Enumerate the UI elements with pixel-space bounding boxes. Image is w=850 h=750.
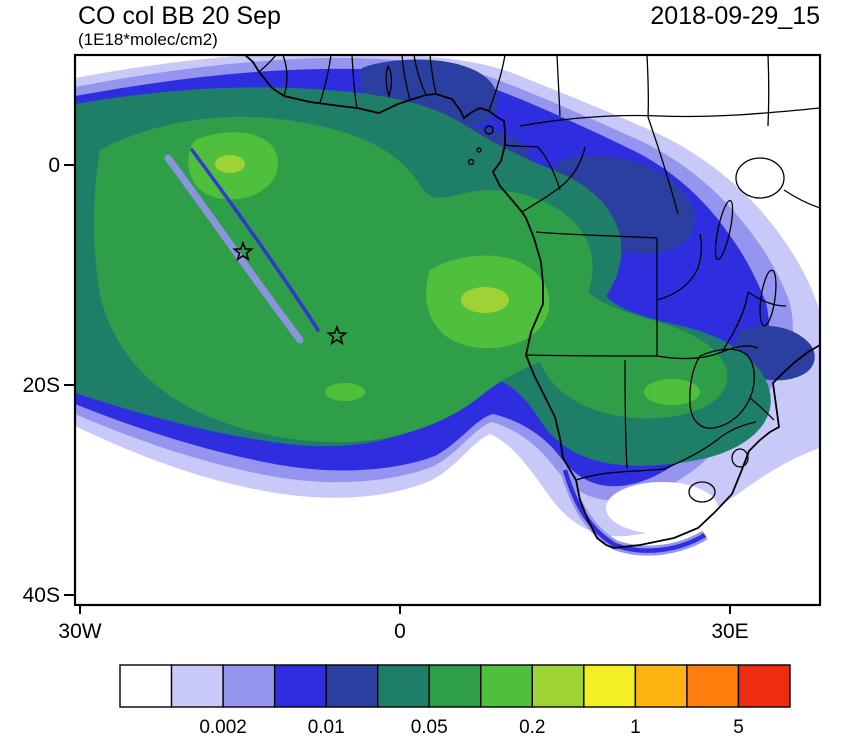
plume-streaks [164,148,320,344]
colorbar-cell [480,664,534,708]
colorbar-cell [119,664,173,708]
colorbar-cell [325,664,379,708]
map-field [75,55,820,605]
colorbar-cell [583,664,637,708]
colorbar-label: 1 [630,717,641,738]
africa-coastline [244,55,820,549]
colorbar-cell [634,664,688,708]
colorbar-cell [273,664,327,708]
y-tick-label-40S: 40S [23,584,60,607]
colorbar-cell [737,664,791,708]
colorbar: 0.002 0.01 0.05 0.2 1 5 [119,664,791,738]
country-borders [258,55,820,481]
units-label: (1E18*molec/cm2) [78,30,218,49]
colorbar-label: 0.002 [199,717,247,738]
colorbar-labels: 0.002 0.01 0.05 0.2 1 5 [199,717,743,738]
x-tick-label-30E: 30E [711,620,748,643]
contour-level-05 [215,155,509,313]
colorbar-cell [531,664,585,708]
x-tick-label-30W: 30W [58,620,101,643]
timestamp-label: 2018-09-29_15 [650,2,820,30]
plot-title: CO col BB 20 Sep [78,2,281,30]
y-tick-label-20S: 20S [23,374,60,397]
colorbar-cell [377,664,431,708]
colorbar-cell [222,664,276,708]
colorbar-label: 5 [733,717,744,738]
south-coast-band [560,468,708,556]
contour-level-01 [94,116,728,443]
x-tick-label-0: 0 [394,620,406,643]
colorbar-cell [686,664,740,708]
axis-labels: 0 20S 40S 30W 0 30E [23,154,749,643]
colorbar-cell [170,664,224,708]
gulf-of-guinea-islands [467,125,494,166]
map-frame [73,53,822,607]
map-geography [244,55,820,549]
colorbar-cell [428,664,482,708]
lakes [688,157,785,503]
colorbar-label: 0.05 [411,717,448,738]
colorbar-label: 0.2 [519,717,545,738]
axis-ticks [64,164,731,614]
colorbar-cells [119,664,791,708]
y-tick-label-0: 0 [48,154,60,177]
colorbar-label: 0.01 [308,717,345,738]
